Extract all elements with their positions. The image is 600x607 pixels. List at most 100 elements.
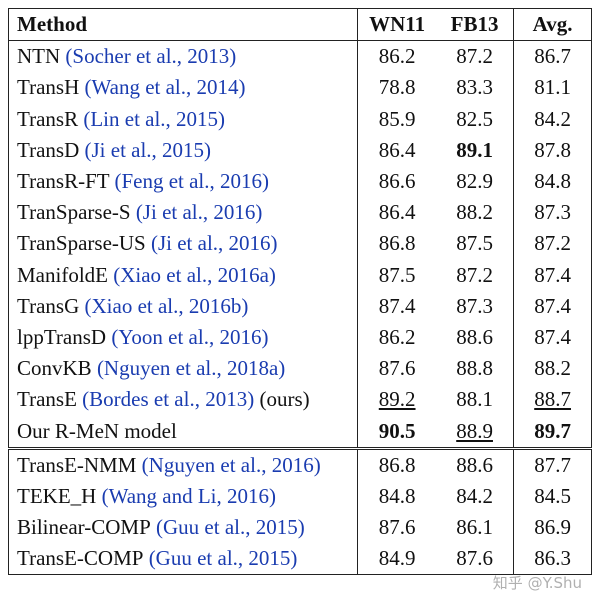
wn11-value-cell: 85.9 [358,104,436,135]
avg-value-cell: 87.4 [513,259,592,291]
fb13-value-cell: 88.2 [435,197,515,229]
wn11-value: 87.6 [378,356,416,381]
fb13-value: 89.1 [456,137,493,162]
wn11-value-cell: 86.6 [358,166,436,197]
citation-link[interactable]: (Wang et al., 2014) [84,75,246,100]
wn11-value: 86.4 [378,200,416,225]
method-cell: TEKE_H (Wang and Li, 2016) [7,480,359,512]
avg-value-cell: 87.8 [513,134,592,166]
table-row: lppTransD (Yoon et al., 2016) 86.2 88.6 87.… [7,321,592,354]
citation-link[interactable]: (Nguyen et al., 2018a) [96,356,286,381]
header-fb13: FB13 [435,7,515,42]
avg-value-cell: 87.3 [513,197,592,229]
method-name-smallcaps: COMP [91,515,151,540]
fb13-value-cell: 88.6 [435,446,515,481]
method-name: TransR-FT [17,169,110,194]
avg-value: 87.4 [534,324,571,349]
method-suffix: (ours) [259,387,310,412]
header-wn11: WN11 [357,7,436,42]
fb13-value-cell: 86.1 [435,512,515,544]
avg-value-cell: 89.7 [513,415,592,449]
results-table: Method WN11 FB13 Avg. NTN (Socher et al.… [7,7,592,576]
avg-value-cell: 87.7 [513,446,592,481]
citation-link[interactable]: (Guu et al., 2015) [148,546,298,571]
fb13-value-cell: 88.6 [435,321,515,354]
table-row: TransR (Lin et al., 2015) 85.9 82.5 84.2 [7,103,592,135]
wn11-value: 86.8 [378,231,416,256]
avg-value-cell: 87.2 [513,228,592,260]
method-cell: Our R-MeN model [7,415,359,449]
table-row: TransE-COMP (Guu et al., 2015) 84.9 87.6 86… [7,543,592,576]
citation-link[interactable]: (Yoon et al., 2016) [111,324,269,349]
method-name: TransH [17,75,80,100]
wn11-value-cell: 86.2 [358,41,436,73]
table-row: ConvKB (Nguyen et al., 2018a) 87.6 88.8 88.… [7,353,592,385]
table-body: NTN (Socher et al., 2013) 86.2 87.2 86.7 Tra… [7,40,592,576]
avg-value-cell: 86.9 [513,512,592,544]
fb13-value: 87.2 [456,44,493,69]
fb13-value: 82.9 [456,169,493,194]
fb13-value: 87.2 [456,262,493,287]
citation-link[interactable]: (Ji et al., 2015) [84,137,212,162]
fb13-value: 82.5 [456,106,493,131]
watermark: 知乎 @Y.Shu [492,574,582,592]
wn11-value-cell: 84.8 [358,481,436,512]
fb13-value: 88.1 [456,387,493,412]
fb13-value-cell: 88.9 [435,415,515,449]
avg-value: 87.4 [534,262,571,287]
citation-link[interactable]: (Ji et al., 2016) [135,200,263,225]
method-name: TransE-NMM [17,452,137,477]
wn11-value-cell: 87.6 [358,512,436,543]
citation-link[interactable]: (Bordes et al., 2013) [82,387,255,412]
method-cell: TransR-FT (Feng et al., 2016) [7,165,359,198]
wn11-value-cell: 86.2 [358,322,436,353]
citation-link[interactable]: (Xiao et al., 2016a) [113,262,276,287]
citation-link[interactable]: (Wang and Li, 2016) [101,483,277,508]
citation-link[interactable]: (Ji et al., 2016) [150,231,278,256]
method-cell: TransE-NMM (Nguyen et al., 2016) [7,446,359,481]
avg-value-cell: 88.7 [513,384,592,416]
method-cell: TranSparse-S (Ji et al., 2016) [7,197,359,229]
fb13-value: 88.9 [456,418,493,443]
citation-link[interactable]: (Lin et al., 2015) [83,106,226,131]
method-name: TransE- [17,546,84,571]
avg-value: 88.2 [534,356,571,381]
table-row: TransD (Ji et al., 2015) 86.4 89.1 87.8 [7,134,592,166]
fb13-value: 86.1 [456,515,493,540]
table-row: Bilinear-COMP (Guu et al., 2015) 87.6 86.1… [7,512,592,544]
avg-value: 84.2 [534,106,571,131]
avg-value: 87.4 [534,293,571,318]
table-row: TransG (Xiao et al., 2016b) 87.4 87.3 87.4 [7,290,592,322]
fb13-value: 88.8 [456,356,493,381]
avg-value: 87.2 [534,231,571,256]
fb13-value: 87.3 [456,293,493,318]
wn11-value: 87.5 [378,262,416,287]
wn11-value: 89.2 [378,387,416,412]
avg-value-cell: 81.1 [513,72,592,104]
table-row: TransE-NMM (Nguyen et al., 2016) 86.8 88.6… [7,446,592,481]
wn11-value: 86.2 [378,44,416,69]
table-row: TransH (Wang et al., 2014) 78.8 83.3 81.1 [7,72,592,104]
citation-link[interactable]: (Feng et al., 2016) [114,169,269,194]
method-cell: lppTransD (Yoon et al., 2016) [7,321,359,354]
wn11-value-cell: 87.6 [358,353,436,384]
avg-value: 89.7 [534,418,571,443]
method-name: TEKE_H [17,483,97,508]
citation-link[interactable]: (Socher et al., 2013) [65,44,237,69]
avg-value: 88.7 [534,387,571,412]
fb13-value-cell: 82.5 [435,103,515,135]
table-row: TranSparse-US (Ji et al., 2016) 86.8 87.5 8… [7,228,592,260]
method-cell: TransH (Wang et al., 2014) [7,72,359,104]
method-name: ConvKB [17,356,92,381]
wn11-value-cell: 86.8 [358,228,436,259]
avg-value: 84.5 [534,483,571,508]
fb13-value: 88.6 [456,324,493,349]
avg-value: 86.9 [534,515,571,540]
wn11-value: 86.4 [378,137,416,162]
citation-link[interactable]: (Guu et al., 2015) [156,515,305,540]
avg-value: 86.7 [534,44,571,69]
citation-link[interactable]: (Xiao et al., 2016b) [84,293,249,318]
fb13-value: 87.6 [456,546,493,571]
method-cell: TransD (Ji et al., 2015) [7,134,359,166]
citation-link[interactable]: (Nguyen et al., 2016) [141,452,321,477]
